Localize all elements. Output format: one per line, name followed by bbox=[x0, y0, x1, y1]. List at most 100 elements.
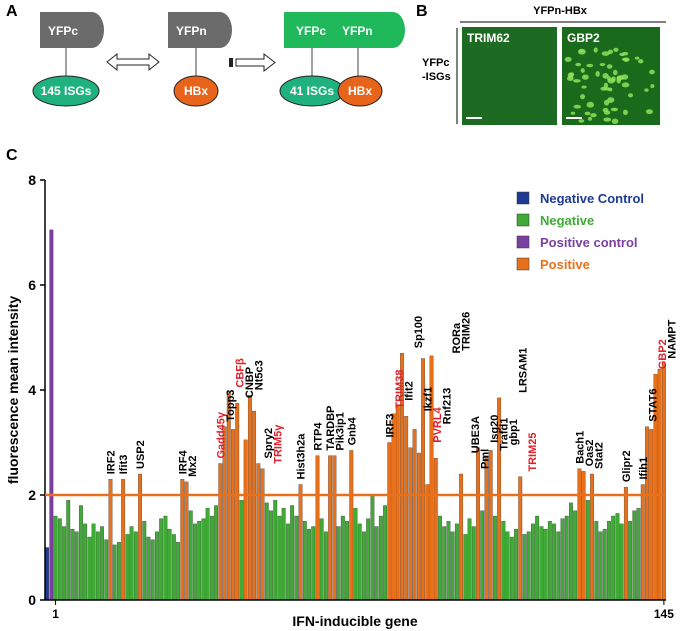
bar bbox=[290, 505, 295, 601]
bar bbox=[218, 463, 223, 601]
bar bbox=[226, 392, 231, 601]
gene-label: Isg20 bbox=[489, 415, 501, 443]
bar bbox=[370, 494, 375, 601]
yfpn-shape bbox=[168, 12, 232, 48]
bar bbox=[484, 455, 489, 601]
panel-label: B bbox=[416, 3, 428, 20]
gene-label: TRIM38 bbox=[394, 370, 406, 409]
bar bbox=[150, 539, 155, 601]
bar bbox=[425, 484, 430, 601]
gene-label: Trafd1 bbox=[498, 418, 510, 451]
bar bbox=[602, 528, 607, 601]
bar bbox=[404, 416, 409, 601]
bar bbox=[535, 515, 540, 601]
hbx-ellipse bbox=[173, 75, 219, 107]
bar bbox=[412, 429, 417, 601]
hbx-ellipse bbox=[337, 75, 383, 107]
ellipse-label: 41 ISGs bbox=[290, 84, 334, 98]
gene-label: IRF2 bbox=[105, 450, 117, 474]
bar bbox=[176, 542, 180, 601]
bar bbox=[117, 542, 121, 601]
double-arrow bbox=[106, 52, 160, 72]
bar bbox=[581, 471, 586, 601]
gene-label: Gnb4 bbox=[346, 416, 358, 445]
bar bbox=[315, 455, 320, 601]
cell bbox=[578, 119, 585, 123]
bar bbox=[619, 523, 624, 601]
bar bbox=[197, 521, 202, 601]
cell bbox=[650, 83, 655, 89]
bar bbox=[387, 442, 392, 601]
bar bbox=[357, 523, 362, 601]
bar bbox=[201, 518, 206, 601]
gene-label: Ifit3 bbox=[118, 455, 130, 475]
gene-label: Pml bbox=[479, 449, 491, 469]
cell bbox=[638, 59, 644, 64]
cell bbox=[649, 69, 655, 75]
bar bbox=[362, 531, 366, 601]
gene-label: Topp3 bbox=[225, 390, 237, 422]
bar bbox=[492, 515, 497, 601]
gene-label: Ifih1 bbox=[638, 457, 650, 480]
cell bbox=[611, 118, 619, 124]
bar bbox=[649, 429, 654, 601]
bar bbox=[104, 539, 109, 601]
gene-label: UBE3A bbox=[470, 416, 482, 453]
bar bbox=[239, 500, 244, 601]
cell bbox=[593, 47, 598, 53]
bar bbox=[514, 528, 518, 601]
bar bbox=[661, 363, 666, 601]
bar bbox=[564, 515, 569, 601]
gene-label: GBP2 bbox=[657, 339, 669, 369]
cell bbox=[599, 62, 606, 67]
cell bbox=[581, 85, 587, 89]
bar bbox=[476, 447, 480, 601]
legend-swatch bbox=[516, 257, 530, 271]
gene-label: LRSAM1 bbox=[517, 348, 529, 393]
gene-label: USP2 bbox=[135, 440, 147, 469]
bar bbox=[125, 534, 130, 601]
bar bbox=[522, 534, 527, 601]
bar bbox=[243, 439, 248, 601]
bar bbox=[66, 500, 71, 601]
bar bbox=[438, 515, 442, 601]
bar bbox=[294, 515, 299, 601]
cell bbox=[612, 69, 618, 76]
y-axis-title: fluorescence mean intensity bbox=[5, 296, 21, 485]
bar bbox=[155, 531, 159, 601]
bar bbox=[611, 515, 616, 601]
bar bbox=[307, 528, 311, 601]
bar bbox=[95, 531, 100, 601]
bar bbox=[463, 534, 468, 601]
bar bbox=[543, 528, 548, 601]
bar bbox=[49, 229, 54, 601]
micrograph bbox=[462, 27, 557, 125]
bar bbox=[214, 505, 219, 601]
bar bbox=[408, 447, 413, 601]
bar bbox=[547, 521, 552, 601]
bar bbox=[193, 523, 197, 601]
bar bbox=[569, 502, 573, 601]
y-tick-label: 2 bbox=[28, 487, 36, 503]
bar bbox=[442, 526, 447, 601]
gene-label: IRF3 bbox=[384, 414, 396, 438]
bar bbox=[285, 523, 290, 601]
bar bbox=[345, 521, 349, 601]
bar bbox=[598, 531, 603, 601]
cell bbox=[607, 97, 615, 103]
bar bbox=[146, 536, 151, 601]
bar bbox=[91, 523, 96, 601]
bar bbox=[70, 528, 75, 601]
bar bbox=[573, 510, 578, 601]
bar bbox=[539, 526, 544, 601]
micrograph bbox=[562, 27, 660, 125]
bar bbox=[188, 510, 193, 601]
bar bbox=[163, 515, 168, 601]
bar bbox=[505, 531, 510, 601]
cells bbox=[564, 47, 655, 124]
bar bbox=[269, 510, 273, 601]
bar bbox=[577, 468, 582, 601]
gene-label: Stat2 bbox=[593, 442, 605, 469]
bar bbox=[171, 534, 176, 601]
yfpc-shape bbox=[40, 12, 104, 48]
